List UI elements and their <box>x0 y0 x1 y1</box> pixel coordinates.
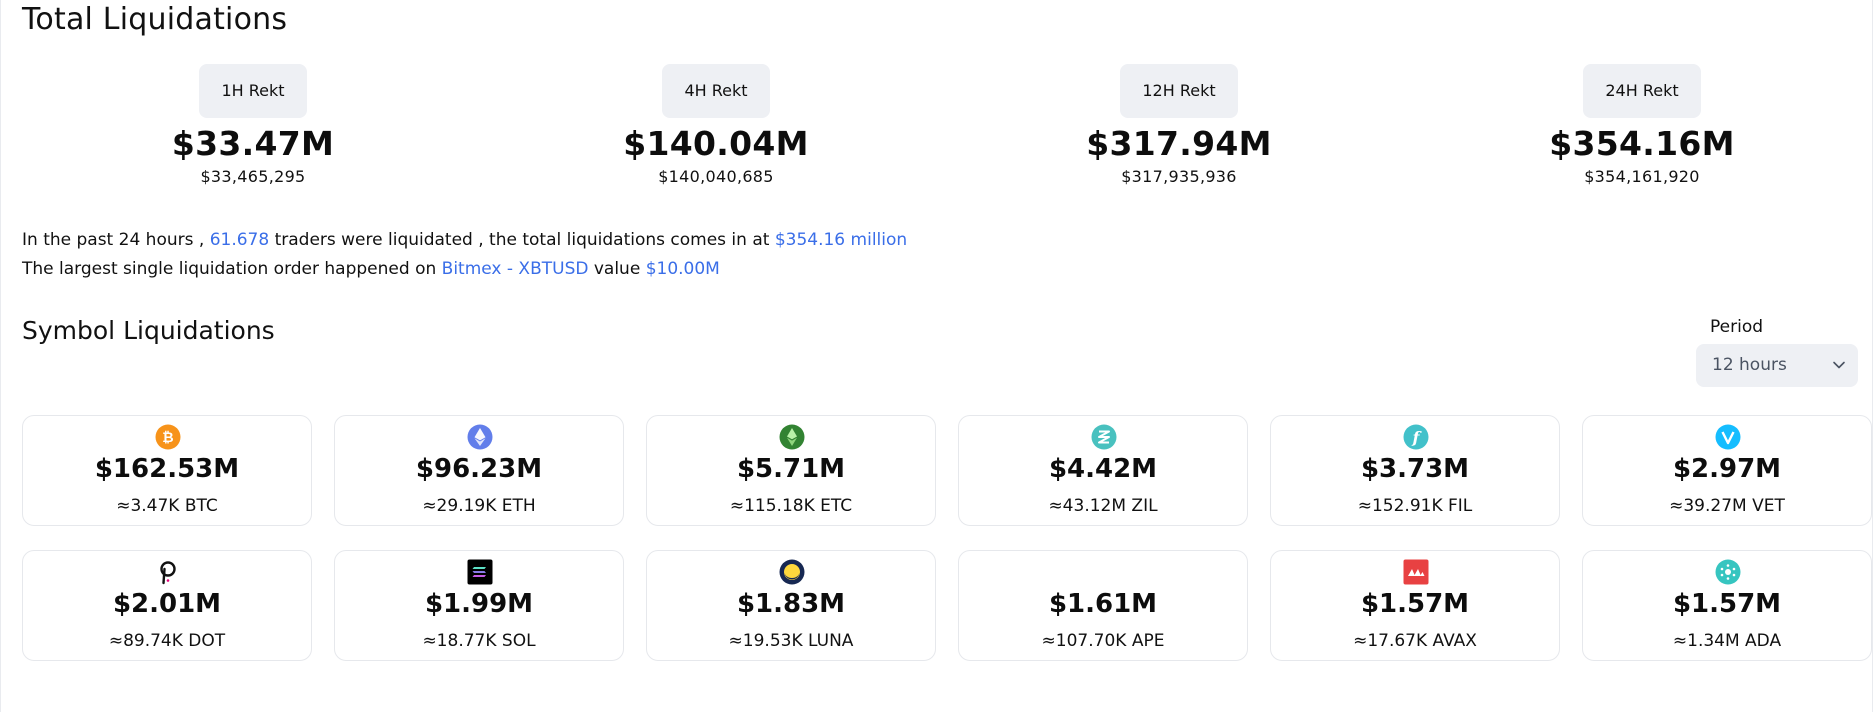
card-usd-value: $2.01M <box>112 589 222 619</box>
card-usd-value: $1.83M <box>736 589 846 619</box>
rekt-4h: 4H Rekt $140.04M $140,040,685 <box>566 64 866 186</box>
symbol-card-eth[interactable]: $96.23M ≈29.19K ETH <box>334 415 624 526</box>
ethereum-icon <box>467 424 493 450</box>
terra-luna-icon <box>779 559 805 585</box>
card-coin-amount: ≈39.27M VET <box>1669 496 1785 516</box>
symbol-card-fil[interactable]: f $3.73M ≈152.91K FIL <box>1270 415 1560 526</box>
card-usd-value: $5.71M <box>736 454 846 484</box>
card-coin-amount: ≈43.12M ZIL <box>1048 496 1158 516</box>
summary-2-middle: value <box>593 259 641 279</box>
largest-order-exchange-link[interactable]: Bitmex - XBTUSD <box>441 259 589 279</box>
rekt-24h-exact: $354,161,920 <box>1584 167 1700 186</box>
rekt-12h: 12H Rekt $317.94M $317,935,936 <box>1029 64 1329 186</box>
traders-count: 61.678 <box>209 230 270 250</box>
period-label: Period <box>1710 317 1764 337</box>
card-coin-amount: ≈107.70K APE <box>1041 631 1165 651</box>
symbol-card-dot[interactable]: $2.01M ≈89.74K DOT <box>22 550 312 661</box>
rekt-24h-amount: $354.16M <box>1549 124 1735 163</box>
svg-text:₿: ₿ <box>162 430 173 446</box>
card-usd-value: $162.53M <box>94 454 240 484</box>
summary-1-middle: traders were liquidated , the total liqu… <box>274 230 770 250</box>
card-coin-amount: ≈115.18K ETC <box>729 496 853 516</box>
solana-icon <box>467 559 493 585</box>
card-usd-value: $1.57M <box>1360 589 1470 619</box>
symbol-card-ape[interactable]: $1.61M ≈107.70K APE <box>958 550 1248 661</box>
largest-order-value: $10.00M <box>645 259 720 279</box>
avalanche-icon <box>1403 559 1429 585</box>
rekt-12h-amount: $317.94M <box>1086 124 1272 163</box>
symbol-card-sol[interactable]: $1.99M ≈18.77K SOL <box>334 550 624 661</box>
period-selected-value: 12 hours <box>1712 355 1787 375</box>
card-coin-amount: ≈89.74K DOT <box>108 631 226 651</box>
summary-line-1: In the past 24 hours , 61.678 traders we… <box>22 230 907 250</box>
rekt-4h-tab[interactable]: 4H Rekt <box>662 64 770 118</box>
summary-2-prefix: The largest single liquidation order hap… <box>22 259 437 279</box>
vechain-icon <box>1715 424 1741 450</box>
symbol-card-avax[interactable]: $1.57M ≈17.67K AVAX <box>1270 550 1560 661</box>
summary-line-2: The largest single liquidation order hap… <box>22 259 720 279</box>
summary-1-prefix: In the past 24 hours , <box>22 230 205 250</box>
card-coin-amount: ≈152.91K FIL <box>1357 496 1473 516</box>
card-usd-value: $1.57M <box>1672 589 1782 619</box>
chevron-down-icon <box>1833 361 1845 369</box>
rekt-4h-exact: $140,040,685 <box>658 167 774 186</box>
card-coin-amount: ≈18.77K SOL <box>422 631 536 651</box>
rekt-1h-amount: $33.47M <box>171 124 335 163</box>
symbol-card-luna[interactable]: $1.83M ≈19.53K LUNA <box>646 550 936 661</box>
symbol-liquidations-title: Symbol Liquidations <box>22 316 275 345</box>
rekt-1h: 1H Rekt $33.47M $33,465,295 <box>103 64 403 186</box>
symbol-card-ada[interactable]: $1.57M ≈1.34M ADA <box>1582 550 1872 661</box>
bitcoin-icon: ₿ <box>155 424 181 450</box>
period-select[interactable]: 12 hours <box>1696 344 1858 387</box>
rekt-24h: 24H Rekt $354.16M $354,161,920 <box>1492 64 1792 186</box>
card-coin-amount: ≈19.53K LUNA <box>728 631 854 651</box>
card-usd-value: $1.99M <box>424 589 534 619</box>
symbol-card-vet[interactable]: $2.97M ≈39.27M VET <box>1582 415 1872 526</box>
total-liquidations-title: Total Liquidations <box>22 2 288 37</box>
card-usd-value: $2.97M <box>1672 454 1782 484</box>
symbol-card-zil[interactable]: $4.42M ≈43.12M ZIL <box>958 415 1248 526</box>
left-border <box>0 0 1 712</box>
filecoin-icon: f <box>1403 424 1429 450</box>
card-usd-value: $1.61M <box>1048 589 1158 619</box>
card-coin-amount: ≈3.47K BTC <box>116 496 218 516</box>
right-border <box>1872 0 1873 712</box>
symbol-card-btc[interactable]: ₿ $162.53M ≈3.47K BTC <box>22 415 312 526</box>
svg-text:f: f <box>1412 428 1423 447</box>
card-usd-value: $96.23M <box>415 454 543 484</box>
rekt-1h-exact: $33,465,295 <box>200 167 306 186</box>
symbol-card-etc[interactable]: $5.71M ≈115.18K ETC <box>646 415 936 526</box>
card-usd-value: $3.73M <box>1360 454 1470 484</box>
ethereum-classic-icon <box>779 424 805 450</box>
card-coin-amount: ≈29.19K ETH <box>422 496 536 516</box>
card-coin-amount: ≈1.34M ADA <box>1672 631 1782 651</box>
rekt-24h-tab[interactable]: 24H Rekt <box>1583 64 1701 118</box>
zilliqa-icon <box>1091 424 1117 450</box>
rekt-12h-tab[interactable]: 12H Rekt <box>1120 64 1238 118</box>
total-liquidations-value: $354.16 million <box>774 230 908 250</box>
rekt-12h-exact: $317,935,936 <box>1121 167 1237 186</box>
polkadot-icon <box>160 561 176 585</box>
cardano-icon <box>1715 559 1741 585</box>
card-usd-value: $4.42M <box>1048 454 1158 484</box>
rekt-4h-amount: $140.04M <box>623 124 809 163</box>
rekt-1h-tab[interactable]: 1H Rekt <box>199 64 307 118</box>
card-coin-amount: ≈17.67K AVAX <box>1353 631 1477 651</box>
